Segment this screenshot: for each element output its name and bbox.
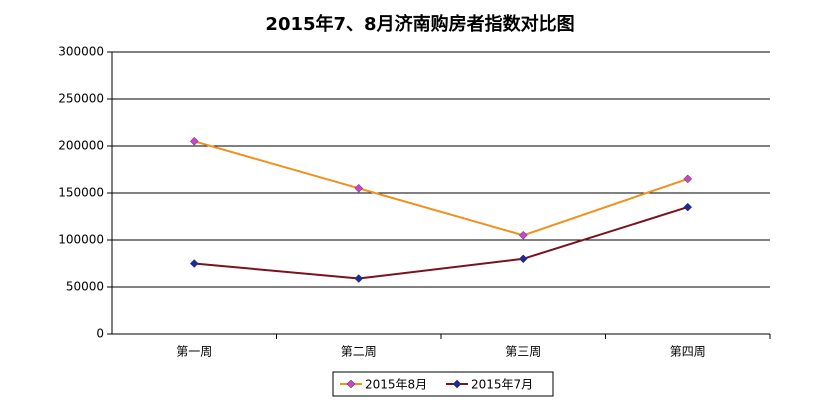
point: [189, 136, 199, 146]
point: [189, 259, 199, 268]
y-tick-label: 0: [96, 327, 104, 341]
y-tick-label: 200000: [58, 139, 104, 153]
x-tick-label: 第二周: [341, 345, 377, 359]
y-tick-label: 250000: [58, 92, 104, 106]
legend-label: 2015年7月: [471, 378, 533, 392]
legend-marker: [452, 379, 462, 389]
x-tick-label: 第四周: [670, 345, 706, 359]
series-line: [194, 206, 689, 280]
y-tick-label: 50000: [66, 280, 104, 294]
chart-title: 2015年7、8月济南购房者指数对比图: [265, 13, 574, 35]
point: [518, 254, 528, 264]
point: [683, 174, 693, 184]
legend-marker: [346, 379, 356, 389]
x-tick-label: 第三周: [505, 345, 541, 359]
point: [518, 230, 528, 240]
point: [683, 202, 693, 212]
legend-label: 2015年8月: [365, 378, 427, 392]
y-tick-label: 150000: [58, 186, 104, 200]
point: [354, 274, 364, 283]
legend-box: [332, 371, 554, 397]
point: [354, 183, 364, 193]
series-line: [193, 140, 689, 237]
y-tick-label: 300000: [58, 45, 104, 59]
x-tick-label: 第一周: [176, 345, 212, 359]
y-tick-label: 100000: [58, 233, 104, 247]
